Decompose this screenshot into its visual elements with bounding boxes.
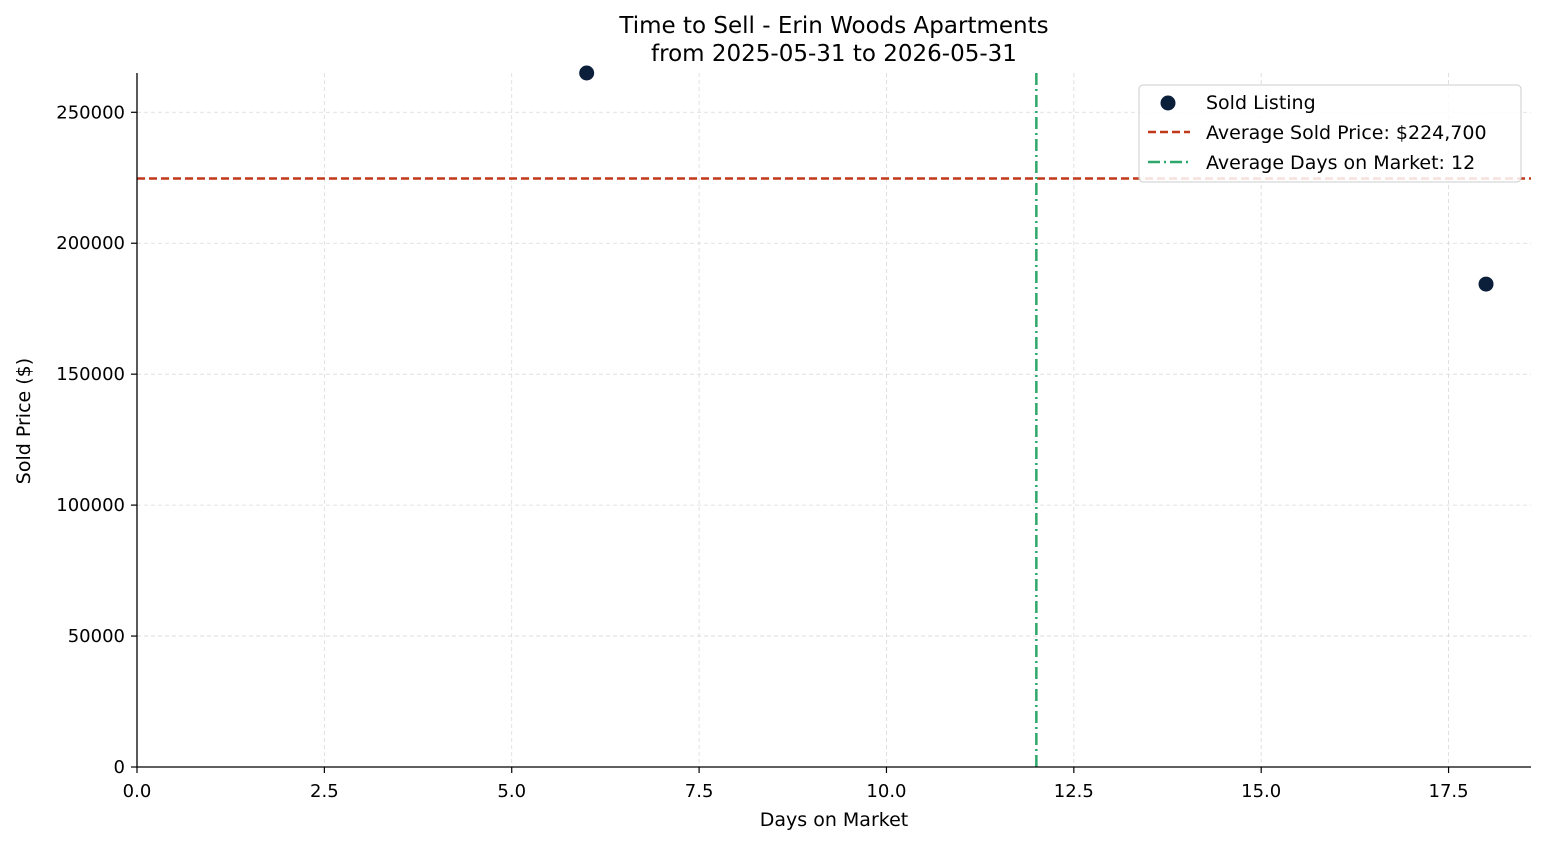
y-tick-label: 150000 xyxy=(56,364,125,385)
x-tick-label: 5.0 xyxy=(497,781,526,802)
legend: Sold Listing Average Sold Price: $224,70… xyxy=(1138,84,1522,183)
grid xyxy=(137,73,1531,767)
legend-label-average-sold-price: Average Sold Price: $224,700 xyxy=(1206,122,1487,144)
x-tick-label: 2.5 xyxy=(310,781,339,802)
x-tick-label: 10.0 xyxy=(866,781,906,802)
chart-subtitle: from 2025-05-31 to 2026-05-31 xyxy=(651,41,1017,67)
legend-marker-sold-listing xyxy=(1160,95,1176,111)
data-point-sold-listing xyxy=(1478,276,1494,292)
legend-label-average-days-on-market: Average Days on Market: 12 xyxy=(1206,152,1475,174)
y-tick-label: 0 xyxy=(114,757,125,778)
data-point-sold-listing xyxy=(579,65,595,81)
chart-title: Time to Sell - Erin Woods Apartments xyxy=(618,13,1048,39)
axes xyxy=(136,73,1531,768)
y-tick-label: 250000 xyxy=(56,102,125,123)
x-axis-title: Days on Market xyxy=(760,809,908,831)
legend-frame xyxy=(1138,84,1522,183)
x-tick-label: 15.0 xyxy=(1241,781,1281,802)
y-tick-label: 50000 xyxy=(68,626,125,647)
x-tick-label: 12.5 xyxy=(1054,781,1094,802)
data-points xyxy=(579,65,1494,292)
ticks: 0.0 2.5 5.0 7.5 10.0 12.5 15.0 17.5 0 50000 100000… xyxy=(56,102,1468,802)
x-tick-label: 0.0 xyxy=(123,781,152,802)
y-tick-label: 100000 xyxy=(56,495,125,516)
y-tick-label: 200000 xyxy=(56,233,125,254)
x-tick-label: 17.5 xyxy=(1429,781,1469,802)
legend-label-sold-listing: Sold Listing xyxy=(1206,92,1316,114)
y-axis-title: Sold Price ($) xyxy=(13,358,35,484)
reference-lines xyxy=(137,73,1531,767)
x-tick-label: 7.5 xyxy=(685,781,714,802)
